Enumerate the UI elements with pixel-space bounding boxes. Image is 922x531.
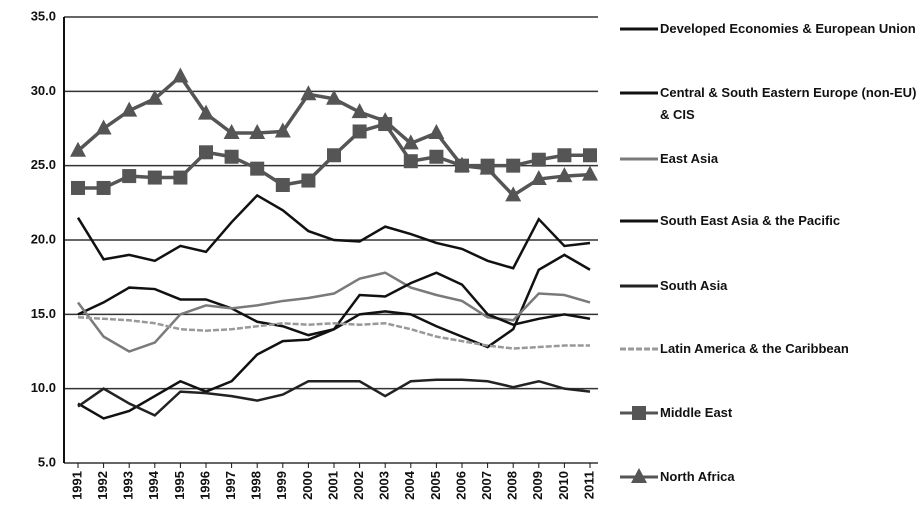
marker (146, 89, 163, 105)
marker (479, 159, 496, 175)
marker (454, 156, 470, 172)
x-tick-label: 1998 (249, 471, 264, 500)
marker (121, 101, 138, 117)
marker (505, 186, 522, 202)
legend-label: Developed Economies & European Union (660, 21, 916, 36)
x-tick-label: 2001 (325, 471, 340, 500)
x-tick-label: 1993 (121, 471, 136, 500)
marker (70, 141, 86, 157)
marker (351, 103, 368, 119)
marker (301, 173, 316, 188)
marker (223, 123, 240, 139)
legend-marker (631, 468, 647, 483)
marker (377, 112, 394, 128)
legend-label: North Africa (660, 469, 735, 484)
x-tick-label: 1992 (95, 471, 110, 500)
y-tick-label: 5.0 (38, 454, 56, 469)
y-tick-label: 25.0 (31, 157, 56, 172)
marker (352, 124, 367, 139)
x-tick-label: 1997 (223, 471, 238, 500)
marker (506, 158, 521, 173)
marker (582, 165, 598, 181)
marker (428, 123, 445, 139)
y-tick-label: 30.0 (31, 83, 56, 98)
x-tick-label: 2004 (402, 470, 417, 500)
y-tick-label: 10.0 (31, 380, 56, 395)
marker (250, 161, 265, 176)
marker (71, 180, 85, 195)
x-tick-label: 2005 (428, 471, 443, 500)
marker (96, 180, 111, 195)
x-tick-label: 2002 (351, 471, 366, 500)
marker (224, 149, 239, 164)
x-tick-label: 2008 (505, 471, 520, 500)
marker (172, 67, 189, 83)
legend-label: South East Asia & the Pacific (660, 213, 841, 228)
marker (326, 89, 342, 105)
marker (147, 170, 162, 185)
series-line (77, 316, 590, 350)
x-tick-label: 2000 (300, 471, 315, 500)
marker (275, 177, 290, 192)
marker (403, 154, 418, 169)
legend-label: Middle East (660, 405, 733, 420)
marker (122, 169, 137, 184)
series-line (76, 193, 591, 270)
legend-label: Central & South Eastern Europe (non-EU) … (660, 85, 917, 122)
y-tick-label: 20.0 (31, 231, 56, 246)
y-tick-label: 35.0 (31, 8, 56, 23)
marker (530, 170, 547, 186)
marker (402, 134, 419, 150)
x-tick-label: 2009 (530, 471, 545, 500)
series-line (76, 271, 591, 353)
marker (556, 167, 573, 183)
x-tick-label: 1995 (172, 471, 187, 500)
y-tick-label: 15.0 (31, 306, 56, 321)
x-tick-label: 2011 (581, 471, 596, 499)
x-tick-label: 1999 (274, 471, 289, 500)
marker (95, 119, 112, 135)
x-tick-label: 1991 (69, 471, 84, 500)
marker (327, 148, 341, 163)
marker (173, 170, 188, 185)
marker (557, 148, 572, 163)
marker (249, 123, 266, 139)
marker (199, 145, 213, 160)
x-tick-label: 2006 (453, 471, 468, 500)
marker (300, 85, 317, 101)
marker (274, 122, 291, 138)
legend-label: South Asia (660, 278, 728, 293)
x-tick-label: 2007 (479, 471, 494, 500)
x-tick-label: 1996 (197, 471, 212, 500)
x-tick-label: 2003 (377, 471, 392, 500)
marker (198, 104, 214, 120)
series-line (77, 271, 591, 420)
marker (531, 152, 546, 167)
series-line (77, 378, 591, 417)
x-tick-label: 2010 (556, 471, 571, 500)
marker (583, 148, 597, 163)
marker (429, 149, 444, 164)
x-tick-label: 1994 (146, 470, 161, 500)
legend-marker (632, 406, 646, 420)
legend-label: Latin America & the Caribbean (660, 341, 849, 356)
legend-label: East Asia (660, 151, 719, 166)
